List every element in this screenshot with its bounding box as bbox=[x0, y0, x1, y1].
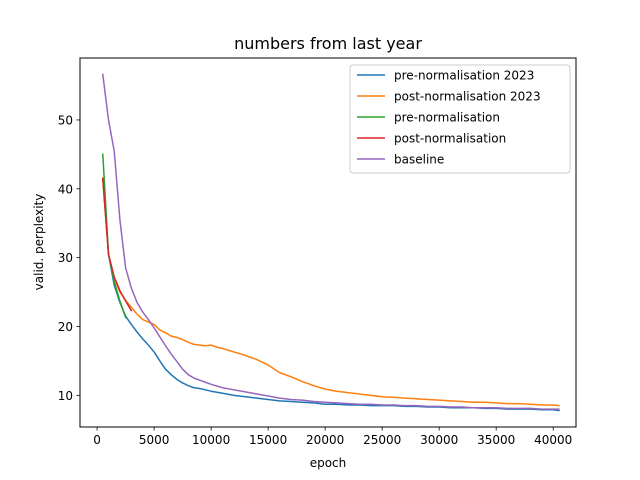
x-tick-label: 35000 bbox=[477, 433, 515, 447]
y-tick-label: 40 bbox=[58, 182, 73, 196]
y-tick-label: 10 bbox=[58, 389, 73, 403]
legend-label-2: pre-normalisation bbox=[394, 111, 500, 125]
legend: pre-normalisation 2023 post-normalisation… bbox=[349, 64, 571, 174]
series-lines bbox=[101, 73, 560, 412]
legend-box bbox=[349, 64, 571, 174]
x-tick-label: 5000 bbox=[139, 433, 170, 447]
legend-label-4: baseline bbox=[394, 153, 444, 167]
axes-frame bbox=[79, 57, 577, 428]
chart-title: numbers from last year bbox=[234, 34, 422, 53]
y-tick-label: 20 bbox=[58, 320, 73, 334]
y-tick-label: 50 bbox=[58, 113, 73, 127]
y-tick-label: 30 bbox=[58, 251, 73, 265]
y-axis-label: valid. perplexity bbox=[32, 194, 46, 291]
x-tick-label: 0 bbox=[93, 433, 101, 447]
x-tick-label: 30000 bbox=[420, 433, 458, 447]
x-tick-label: 40000 bbox=[534, 433, 572, 447]
legend-label-3: post-normalisation bbox=[394, 132, 506, 146]
x-axis-label: epoch bbox=[310, 456, 347, 470]
y-axis-ticks: 10 20 30 40 50 bbox=[58, 113, 80, 403]
x-tick-label: 15000 bbox=[249, 433, 287, 447]
plot-area bbox=[79, 57, 577, 428]
x-tick-label: 25000 bbox=[363, 433, 401, 447]
series-line-4 bbox=[101, 73, 560, 410]
x-tick-label: 10000 bbox=[192, 433, 230, 447]
x-axis-ticks: 0 5000 10000 15000 20000 25000 30000 35000 40000 bbox=[93, 427, 572, 447]
series-line-1 bbox=[101, 177, 560, 407]
x-tick-label: 20000 bbox=[306, 433, 344, 447]
series-line-3 bbox=[101, 177, 133, 312]
legend-label-1: post-normalisation 2023 bbox=[394, 90, 541, 104]
legend-label-0: pre-normalisation 2023 bbox=[394, 69, 534, 83]
